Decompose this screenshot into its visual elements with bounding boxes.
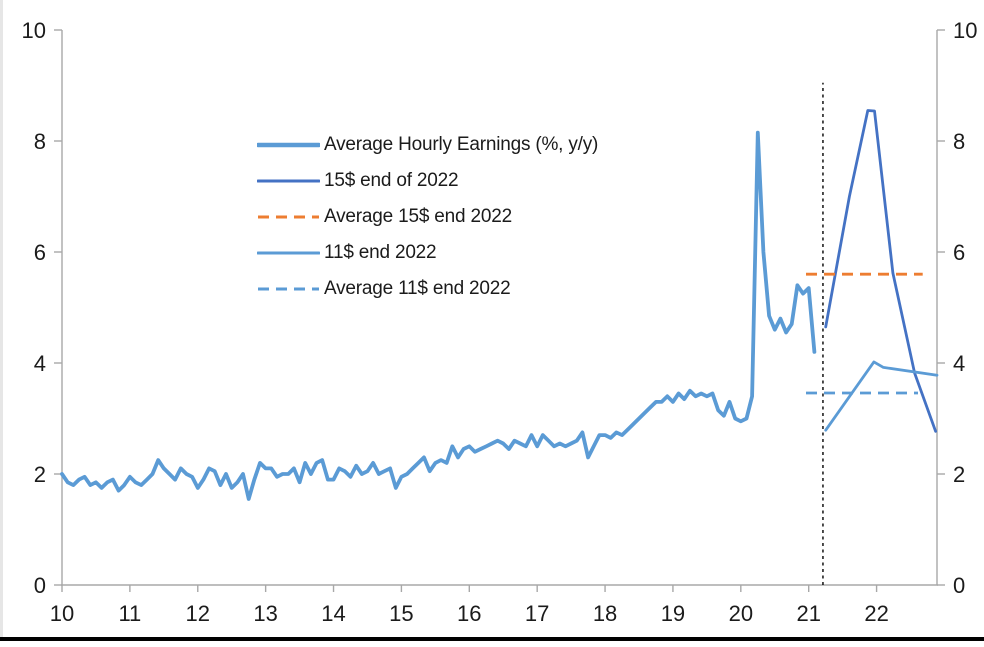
legend-item-avg-hourly-earnings: Average Hourly Earnings (%, y/y) xyxy=(257,127,598,163)
svg-text:0: 0 xyxy=(34,573,46,598)
legend-label: 11$ end 2022 xyxy=(324,242,437,263)
legend-swatch-dashed-orange xyxy=(258,215,319,219)
svg-text:2: 2 xyxy=(953,462,965,487)
legend-item-average-15-end-2022: Average 15$ end 2022 xyxy=(257,199,598,235)
svg-text:4: 4 xyxy=(953,351,965,376)
svg-text:13: 13 xyxy=(253,601,277,626)
svg-text:4: 4 xyxy=(34,351,46,376)
legend-swatch-solid-blue-thick xyxy=(257,142,320,148)
svg-text:21: 21 xyxy=(796,601,820,626)
svg-text:2: 2 xyxy=(34,462,46,487)
svg-text:17: 17 xyxy=(525,601,549,626)
svg-text:18: 18 xyxy=(593,601,617,626)
svg-text:10: 10 xyxy=(953,18,977,43)
bottom-divider-rule xyxy=(0,637,984,641)
chart-legend: Average Hourly Earnings (%, y/y) 15$ end… xyxy=(257,127,598,307)
svg-text:14: 14 xyxy=(321,601,345,626)
legend-item-11-end-2022: 11$ end 2022 xyxy=(257,235,598,271)
legend-swatch-solid-blue xyxy=(257,251,320,255)
legend-item-average-11-end-2022: Average 11$ end 2022 xyxy=(257,271,598,307)
svg-text:12: 12 xyxy=(186,601,210,626)
legend-label: Average 15$ end 2022 xyxy=(324,206,512,227)
legend-label: Average Hourly Earnings (%, y/y) xyxy=(324,134,599,155)
svg-text:16: 16 xyxy=(457,601,481,626)
svg-text:10: 10 xyxy=(22,18,46,43)
svg-text:10: 10 xyxy=(50,601,74,626)
svg-text:6: 6 xyxy=(953,240,965,265)
svg-text:8: 8 xyxy=(953,129,965,154)
svg-text:6: 6 xyxy=(34,240,46,265)
svg-text:8: 8 xyxy=(34,129,46,154)
legend-swatch-dashed-blue xyxy=(258,287,319,291)
legend-label: 15$ end of 2022 xyxy=(324,170,459,191)
svg-text:15: 15 xyxy=(389,601,413,626)
legend-label: Average 11$ end 2022 xyxy=(324,278,511,299)
svg-text:20: 20 xyxy=(729,601,753,626)
legend-swatch-solid-darkblue xyxy=(257,179,320,183)
svg-text:11: 11 xyxy=(118,601,141,626)
svg-text:0: 0 xyxy=(953,573,965,598)
svg-text:19: 19 xyxy=(661,601,685,626)
window-edge-artifact xyxy=(0,0,3,637)
legend-item-15-end-2022: 15$ end of 2022 xyxy=(257,163,598,199)
svg-text:22: 22 xyxy=(864,601,888,626)
